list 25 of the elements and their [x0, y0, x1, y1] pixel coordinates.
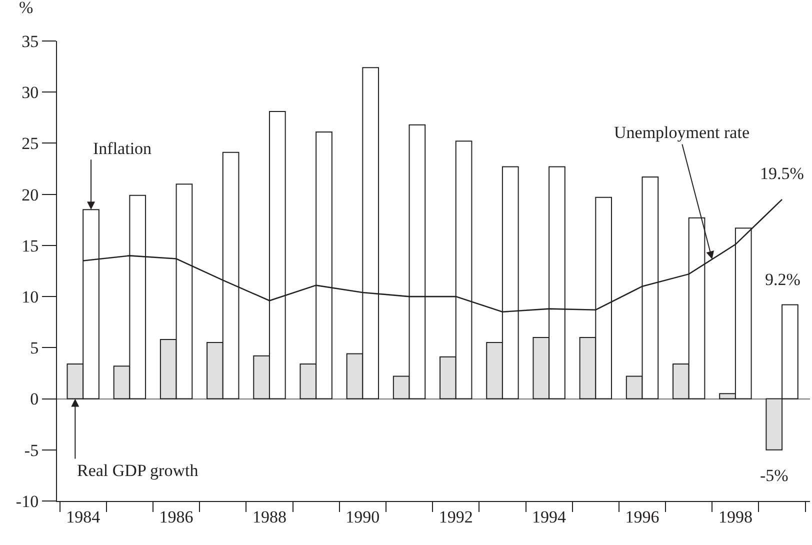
x-tick-label: 1996: [625, 507, 660, 526]
y-tick-label: 5: [30, 338, 39, 358]
annotation: 9.2%: [765, 270, 800, 289]
x-tick-label: 1988: [252, 507, 286, 526]
y-tick-label: 0: [30, 390, 39, 409]
x-tick-label: 1992: [438, 507, 473, 526]
y-tick-label: 30: [22, 83, 39, 102]
y-tick-label: 20: [22, 185, 39, 204]
x-tick-label: 1994: [532, 507, 567, 526]
y-tick-label: -10: [16, 492, 39, 511]
x-tick-label: 1998: [718, 507, 752, 526]
x-tick-label: 1984: [66, 507, 101, 526]
y-tick-label: 25: [22, 134, 39, 154]
x-tick-label: 1990: [346, 507, 380, 526]
text: Real GDP growth: [77, 461, 199, 480]
annotation: -5%: [760, 466, 788, 485]
y-axis-title: %: [19, 0, 34, 17]
y-tick-label: 35: [22, 32, 39, 51]
annotation: 19.5%: [760, 164, 804, 183]
y-tick-label: 10: [22, 288, 39, 307]
text: Unemployment rate: [614, 123, 750, 142]
y-tick-label: -5: [24, 440, 39, 460]
text: Inflation: [93, 139, 152, 158]
y-tick-label: 15: [22, 236, 39, 256]
x-tick-label: 1986: [159, 507, 194, 526]
